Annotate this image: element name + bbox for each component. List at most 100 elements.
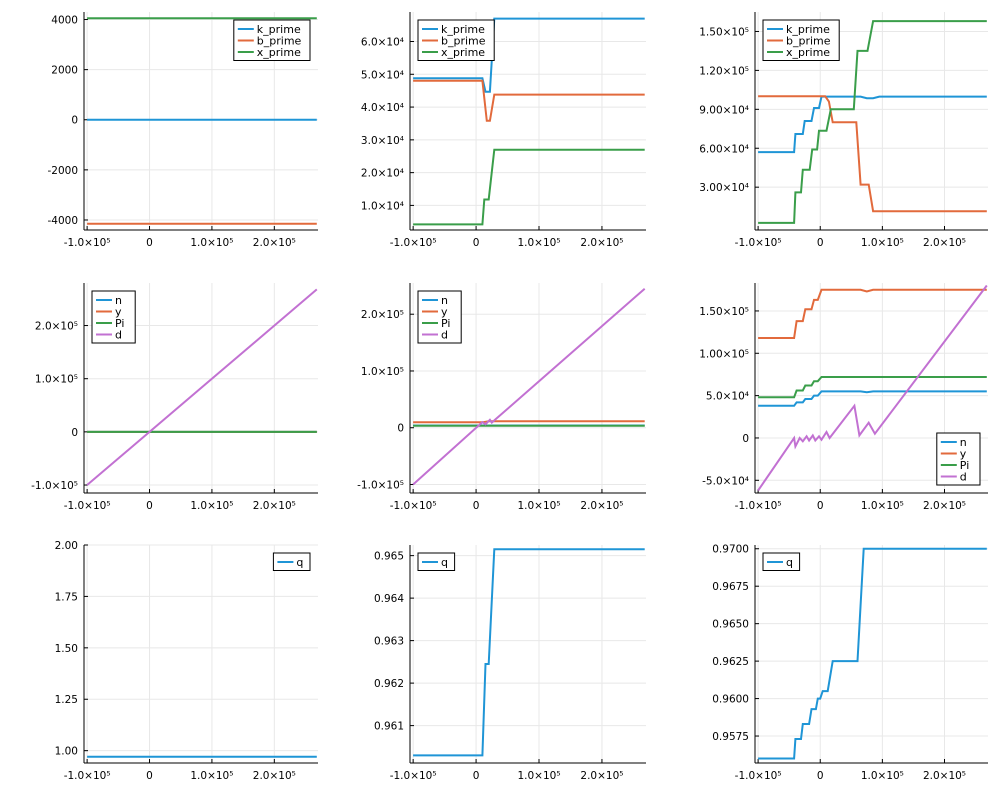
x-tick-label: 2.0×10⁵ (580, 237, 623, 249)
x-tick-label: -1.0×10⁵ (735, 237, 782, 249)
y-tick-label: 0 (71, 427, 78, 439)
legend-label: d (960, 471, 967, 484)
y-tick-label: 1.0×10⁴ (361, 200, 404, 212)
x-tick-label: 0 (817, 770, 824, 782)
series-line-d (757, 284, 988, 492)
legend-label: n (441, 294, 448, 307)
y-tick-label: 0.9650 (712, 619, 749, 631)
y-tick-label: 0.963 (374, 636, 404, 648)
x-tick-label: 1.0×10⁵ (517, 770, 560, 782)
subplot-6: -1.0×10⁵ 0 1.0×10⁵ 2.0×10⁵ -5.0×10⁴ 0 5.0×10⁴ 1… (699, 283, 988, 512)
series-line-pi (758, 376, 987, 399)
y-tick-label: 5.0×10⁴ (706, 391, 749, 403)
x-tick-label: -1.0×10⁵ (735, 770, 782, 782)
series-line-y (413, 420, 645, 424)
y-tick-label: 0.964 (374, 593, 404, 605)
x-tick-label: 1.0×10⁵ (517, 237, 560, 249)
y-tick-label: 0.962 (374, 678, 404, 690)
series-line-d (412, 287, 646, 486)
x-tick-label: 0 (146, 770, 153, 782)
series-line-b-prime (758, 95, 987, 213)
series-line-d (86, 288, 318, 486)
y-tick-label: 4.0×10⁴ (361, 102, 404, 114)
y-tick-label: -4000 (47, 215, 78, 227)
series-line-x-prime (758, 20, 987, 224)
x-tick-label: 2.0×10⁵ (923, 500, 966, 512)
y-tick-label: 0.9675 (712, 581, 749, 593)
legend-label: k_prime (441, 23, 485, 36)
legend-label: k_prime (257, 23, 301, 36)
legend-label: b_prime (257, 35, 302, 48)
y-tick-label: 4000 (51, 15, 78, 27)
series-line-q (758, 547, 987, 760)
series-line-y (758, 288, 987, 339)
y-tick-label: 1.50×10⁵ (699, 26, 749, 38)
y-tick-label: 9.00×10⁴ (699, 104, 749, 116)
x-tick-label: 2.0×10⁵ (253, 237, 296, 249)
y-tick-label: 3.0×10⁴ (361, 135, 404, 147)
legend-label: d (441, 329, 448, 342)
y-tick-label: 0.9575 (712, 731, 749, 743)
x-tick-label: 2.0×10⁵ (253, 500, 296, 512)
x-tick-label: 2.0×10⁵ (923, 237, 966, 249)
y-tick-label: 1.0×10⁵ (361, 366, 404, 378)
legend-label: x_prime (786, 46, 830, 59)
legend-label: d (115, 329, 122, 342)
legend-label: y (115, 306, 122, 319)
series-line-x-prime (413, 148, 645, 226)
x-tick-label: 2.0×10⁵ (923, 770, 966, 782)
series-line-k-prime (758, 95, 987, 154)
x-tick-label: 0 (146, 500, 153, 512)
x-tick-label: -1.0×10⁵ (64, 500, 111, 512)
legend-label: Pi (441, 317, 450, 330)
legend-label: Pi (960, 459, 969, 472)
subplot-9: -1.0×10⁵ 0 1.0×10⁵ 2.0×10⁵ 0.9575 0.9600 0.962… (712, 544, 988, 782)
x-tick-label: 0 (473, 770, 480, 782)
y-tick-label: 1.50 (55, 643, 78, 655)
y-tick-label: -1.0×10⁵ (357, 479, 404, 491)
y-tick-label: 1.0×10⁵ (35, 374, 78, 386)
x-tick-label: -1.0×10⁵ (64, 237, 111, 249)
x-tick-label: 1.0×10⁵ (190, 237, 233, 249)
subplot-5: -1.0×10⁵ 0 1.0×10⁵ 2.0×10⁵ -1.0×10⁵ 0 1.0×10⁵ 2… (357, 283, 646, 512)
y-tick-label: -1.0×10⁵ (31, 480, 78, 492)
x-tick-label: 1.0×10⁵ (861, 770, 904, 782)
y-tick-label: 0.961 (374, 721, 404, 733)
series-line-q (413, 548, 645, 757)
y-tick-label: 1.75 (55, 591, 78, 603)
y-tick-label: 1.00×10⁵ (699, 348, 749, 360)
y-tick-label: 0.9625 (712, 656, 749, 668)
legend-label: q (296, 556, 303, 569)
y-tick-label: 0.9700 (712, 544, 749, 556)
series-line-n (758, 390, 987, 407)
subplot-1: -1.0×10⁵ 0 1.0×10⁵ 2.0×10⁵ -4000 -2000 0 2000 40… (47, 12, 318, 249)
y-tick-label: 3.00×10⁴ (699, 182, 749, 194)
legend-label: q (441, 556, 448, 569)
y-tick-label: 1.00 (55, 746, 78, 758)
y-tick-label: 2.0×10⁴ (361, 168, 404, 180)
subplot-7: -1.0×10⁵ 0 1.0×10⁵ 2.0×10⁵ 1.00 1.25 1.50 1.75 2… (55, 540, 318, 782)
legend-label: Pi (115, 317, 124, 330)
y-tick-label: 5.0×10⁴ (361, 69, 404, 81)
x-tick-label: 0 (817, 237, 824, 249)
y-tick-label: 6.00×10⁴ (699, 143, 749, 155)
subplot-3: -1.0×10⁵ 0 1.0×10⁵ 2.0×10⁵ 3.00×10⁴ 6.00×10⁴ 9… (699, 12, 988, 249)
x-tick-label: 1.0×10⁵ (190, 500, 233, 512)
legend-label: y (960, 448, 967, 461)
y-tick-label: 1.25 (55, 694, 78, 706)
legend-label: y (441, 306, 448, 319)
x-tick-label: 1.0×10⁵ (861, 500, 904, 512)
subplot-2: -1.0×10⁵ 0 1.0×10⁵ 2.0×10⁵ 1.0×10⁴ 2.0×10⁴ 3.0… (361, 12, 646, 249)
legend-label: n (115, 294, 122, 307)
y-tick-label: -5.0×10⁴ (702, 475, 749, 487)
y-tick-label: 0 (742, 433, 749, 445)
legend-label: x_prime (441, 46, 485, 59)
y-tick-label: 0 (71, 115, 78, 127)
y-tick-label: 2.0×10⁵ (361, 309, 404, 321)
y-tick-label: -2000 (47, 165, 78, 177)
x-tick-label: 1.0×10⁵ (190, 770, 233, 782)
